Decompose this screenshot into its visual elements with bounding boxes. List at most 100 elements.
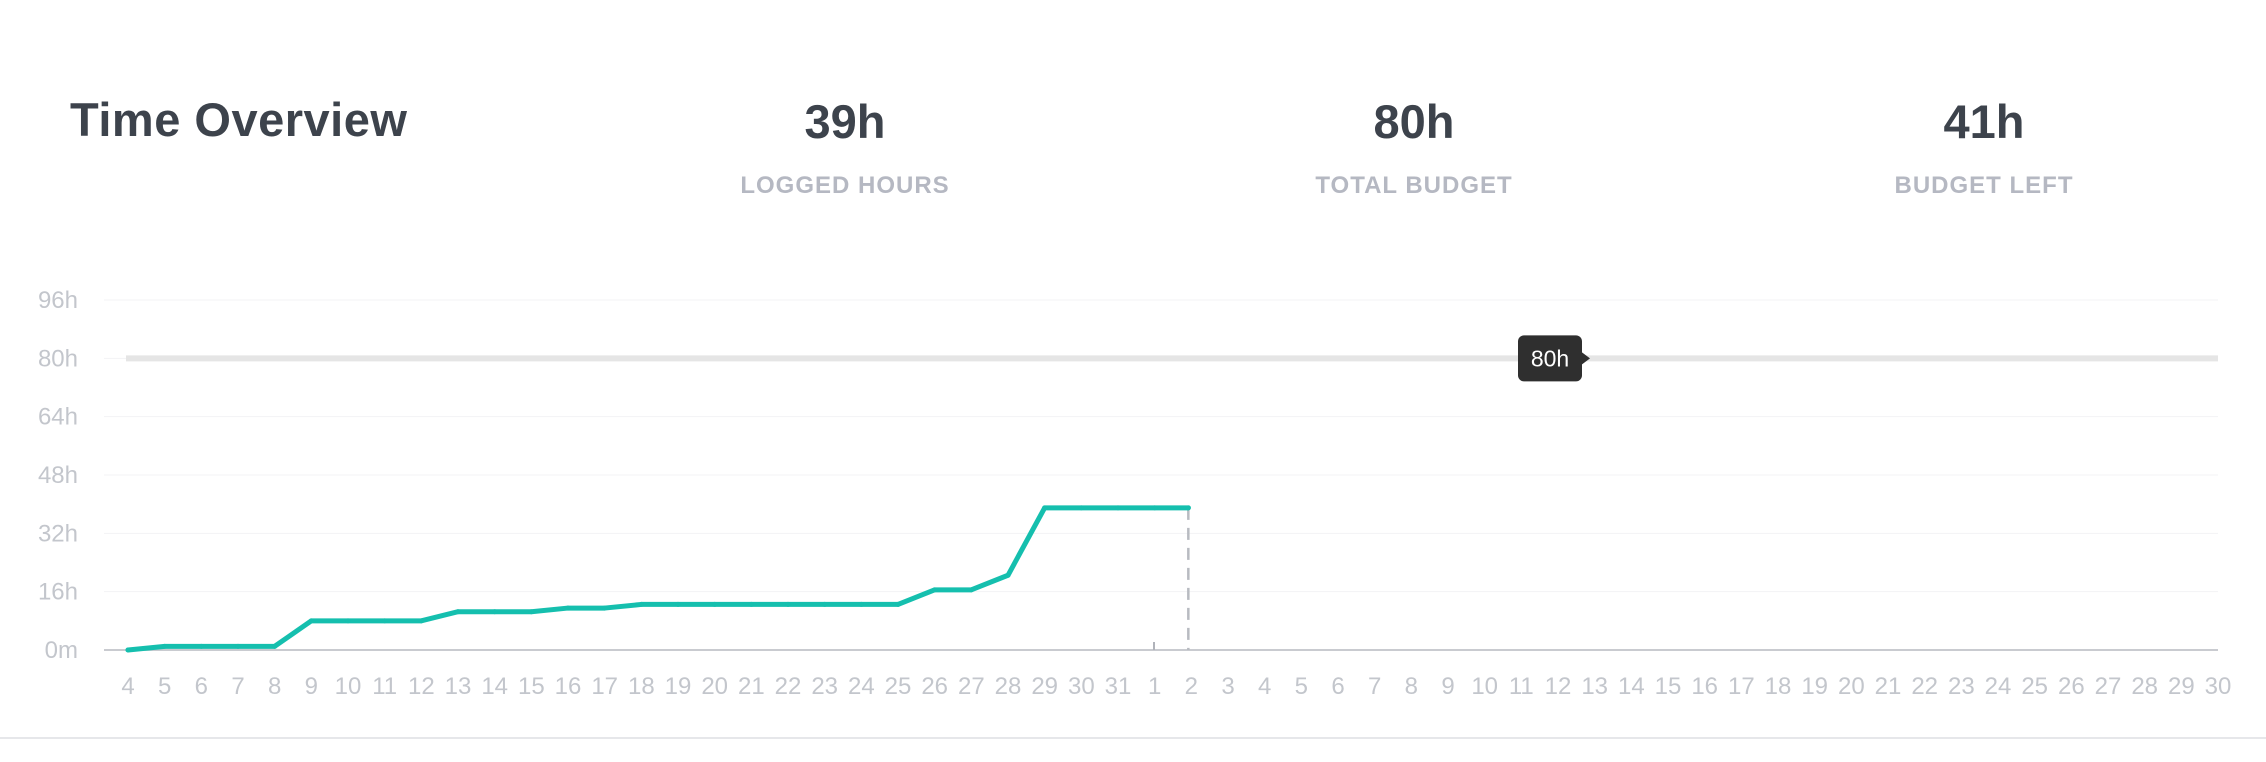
logged-hours-value: 39h bbox=[804, 95, 886, 148]
y-tick-label: 16h bbox=[38, 579, 78, 606]
x-tick-label: 26 bbox=[921, 673, 948, 700]
x-tick-label: 10 bbox=[1471, 673, 1498, 700]
data-point bbox=[345, 618, 351, 624]
x-tick-label: 28 bbox=[995, 673, 1022, 700]
x-tick-label: 15 bbox=[518, 673, 545, 700]
x-tick-label: 18 bbox=[1765, 673, 1792, 700]
y-tick-label: 80h bbox=[38, 345, 78, 372]
data-point bbox=[1115, 505, 1121, 511]
budget-left-value: 41h bbox=[1943, 95, 2025, 148]
x-tick-label: 12 bbox=[408, 673, 435, 700]
logged-hours-label: LOGGED HOURS bbox=[740, 172, 950, 199]
data-point bbox=[492, 609, 498, 615]
x-tick-label: 3 bbox=[1221, 673, 1234, 700]
data-point bbox=[932, 587, 938, 593]
x-tick-label: 27 bbox=[958, 673, 985, 700]
stat-total-budget: 80h TOTAL BUDGET bbox=[1214, 92, 1614, 200]
stat-logged-hours: 39h LOGGED HOURS bbox=[645, 92, 1045, 200]
x-tick-label: 7 bbox=[1368, 673, 1381, 700]
data-point bbox=[308, 618, 314, 624]
x-tick-label: 29 bbox=[1031, 673, 1058, 700]
data-point bbox=[602, 605, 608, 611]
series-line bbox=[125, 505, 1191, 653]
x-tick-label: 16 bbox=[1691, 673, 1718, 700]
y-tick-label: 0m bbox=[45, 637, 78, 664]
data-point bbox=[198, 643, 204, 649]
time-overview-panel: Time Overview 39h LOGGED HOURS 80h TOTAL… bbox=[0, 92, 2266, 739]
x-tick-label: 19 bbox=[665, 673, 692, 700]
data-point bbox=[968, 587, 974, 593]
stat-budget-left: 41h BUDGET LEFT bbox=[1784, 92, 2184, 200]
data-point bbox=[712, 601, 718, 607]
x-tick-label: 8 bbox=[268, 673, 281, 700]
x-tick-label: 5 bbox=[158, 673, 171, 700]
total-budget-label: TOTAL BUDGET bbox=[1315, 172, 1513, 199]
data-point bbox=[858, 601, 864, 607]
x-tick-label: 2 bbox=[1185, 673, 1198, 700]
x-tick-label: 24 bbox=[1985, 673, 2012, 700]
x-tick-label: 31 bbox=[1105, 673, 1132, 700]
x-tick-label: 17 bbox=[1728, 673, 1755, 700]
x-tick-label: 9 bbox=[305, 673, 318, 700]
budget-tooltip-label: 80h bbox=[1531, 345, 1569, 371]
data-point bbox=[638, 601, 644, 607]
x-tick-label: 15 bbox=[1655, 673, 1682, 700]
x-tick-label: 9 bbox=[1441, 673, 1454, 700]
data-point bbox=[125, 647, 131, 653]
x-tick-label: 23 bbox=[811, 673, 838, 700]
budget-tooltip bbox=[1518, 335, 1590, 382]
x-tick-label: 6 bbox=[1331, 673, 1344, 700]
data-point bbox=[272, 643, 278, 649]
data-point bbox=[162, 643, 168, 649]
x-tick-label: 23 bbox=[1948, 673, 1975, 700]
x-tick-label: 11 bbox=[372, 673, 397, 700]
x-tick-label: 4 bbox=[121, 673, 134, 700]
x-tick-label: 14 bbox=[481, 673, 508, 700]
x-tick-label: 21 bbox=[738, 673, 765, 700]
x-tick-label: 12 bbox=[1545, 673, 1572, 700]
data-point bbox=[1042, 505, 1048, 511]
x-tick-label: 22 bbox=[1911, 673, 1938, 700]
x-tick-label: 20 bbox=[1838, 673, 1865, 700]
x-tick-label: 18 bbox=[628, 673, 655, 700]
x-tick-label: 30 bbox=[2205, 673, 2232, 700]
x-tick-label: 14 bbox=[1618, 673, 1645, 700]
data-point bbox=[1152, 505, 1158, 511]
x-tick-label: 20 bbox=[701, 673, 728, 700]
budget-left-label: BUDGET LEFT bbox=[1894, 172, 2074, 199]
x-tick-label: 30 bbox=[1068, 673, 1095, 700]
data-point bbox=[418, 618, 424, 624]
x-tick-label: 13 bbox=[445, 673, 472, 700]
x-tick-label: 29 bbox=[2168, 673, 2195, 700]
data-point bbox=[565, 605, 571, 611]
data-point bbox=[895, 601, 901, 607]
data-point bbox=[1005, 572, 1011, 578]
data-point bbox=[675, 601, 681, 607]
x-tick-label: 26 bbox=[2058, 673, 2085, 700]
data-point bbox=[822, 601, 828, 607]
x-tick-label: 28 bbox=[2131, 673, 2158, 700]
data-point bbox=[382, 618, 388, 624]
y-tick-label: 48h bbox=[38, 462, 78, 489]
x-tick-label: 21 bbox=[1875, 673, 1902, 700]
page-title: Time Overview bbox=[70, 93, 408, 146]
x-tick-label: 6 bbox=[195, 673, 208, 700]
x-tick-label: 7 bbox=[231, 673, 244, 700]
x-tick-label: 1 bbox=[1148, 673, 1161, 700]
data-point bbox=[748, 601, 754, 607]
data-point bbox=[528, 609, 534, 615]
x-tick-label: 27 bbox=[2095, 673, 2122, 700]
y-tick-label: 96h bbox=[38, 287, 78, 314]
data-point bbox=[1078, 505, 1084, 511]
x-tick-label: 25 bbox=[885, 673, 912, 700]
data-point bbox=[235, 643, 241, 649]
x-tick-label: 19 bbox=[1801, 673, 1828, 700]
total-budget-value: 80h bbox=[1373, 95, 1455, 148]
x-tick-label: 13 bbox=[1581, 673, 1608, 700]
x-tick-label: 22 bbox=[775, 673, 802, 700]
data-point bbox=[455, 609, 461, 615]
x-tick-label: 11 bbox=[1509, 673, 1534, 700]
y-tick-label: 32h bbox=[38, 520, 78, 547]
x-tick-label: 17 bbox=[591, 673, 618, 700]
x-tick-label: 24 bbox=[848, 673, 875, 700]
